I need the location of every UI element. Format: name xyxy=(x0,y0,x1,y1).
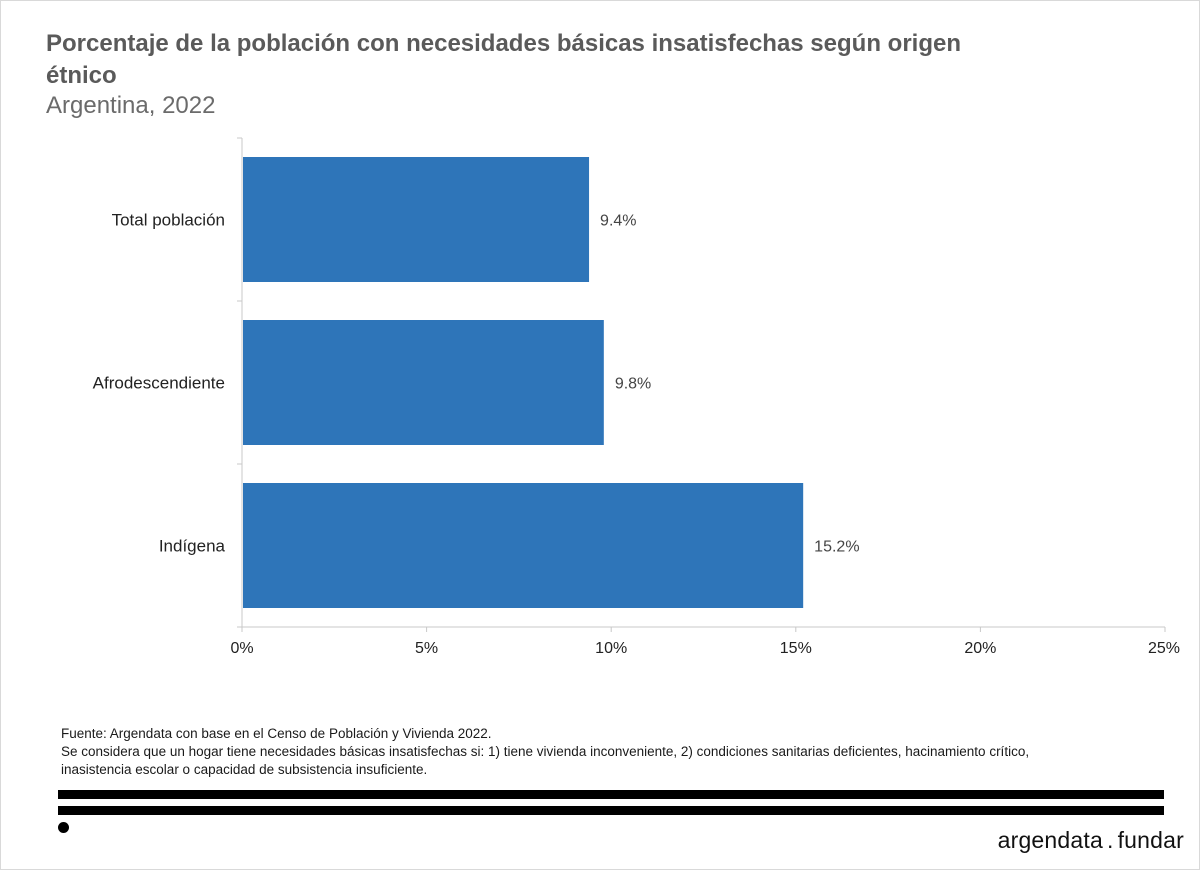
x-tick-label-5: 25% xyxy=(1148,640,1180,657)
value-label-2: 15.2% xyxy=(814,539,859,556)
x-tick-label-0: 0% xyxy=(230,640,253,657)
divider-rule-bottom xyxy=(58,806,1164,815)
chart-title: Porcentaje de la población con necesidad… xyxy=(46,30,961,89)
footnote: Fuente: Argendata con base en el Censo d… xyxy=(61,725,1161,779)
divider-rule-top xyxy=(58,790,1164,799)
footnote-note-line-1: Se considera que un hogar tiene necesida… xyxy=(61,744,1030,759)
bar-0 xyxy=(243,157,590,282)
bar-2 xyxy=(243,483,804,608)
x-tick-label-4: 20% xyxy=(964,640,996,657)
x-tick-label-1: 5% xyxy=(415,640,438,657)
category-label-1: Afrodescendiente xyxy=(93,374,225,393)
bar-chart: Total población 9.4% Afrodescendiente 9.8% I… xyxy=(93,137,1180,657)
value-label-1: 9.8% xyxy=(615,376,651,393)
x-tick-label-3: 15% xyxy=(780,640,812,657)
brand-separator: . xyxy=(1106,827,1114,853)
chart-subtitle: Argentina, 2022 xyxy=(46,92,216,119)
divider-dot xyxy=(58,822,69,833)
x-tick-label-2: 10% xyxy=(595,640,627,657)
bar-1 xyxy=(243,320,604,445)
brand-left: argendata xyxy=(997,827,1103,853)
brand-logo[interactable]: argendata. fundar xyxy=(998,827,1184,854)
category-label-2: Indígena xyxy=(159,537,226,556)
value-label-0: 9.4% xyxy=(600,213,636,230)
footnote-note-line-2: inasistencia escolar o capacidad de subs… xyxy=(61,762,428,777)
footnote-source: Fuente: Argendata con base en el Censo d… xyxy=(61,726,492,741)
category-label-0: Total población xyxy=(112,211,225,230)
brand-right: fundar xyxy=(1117,827,1184,853)
